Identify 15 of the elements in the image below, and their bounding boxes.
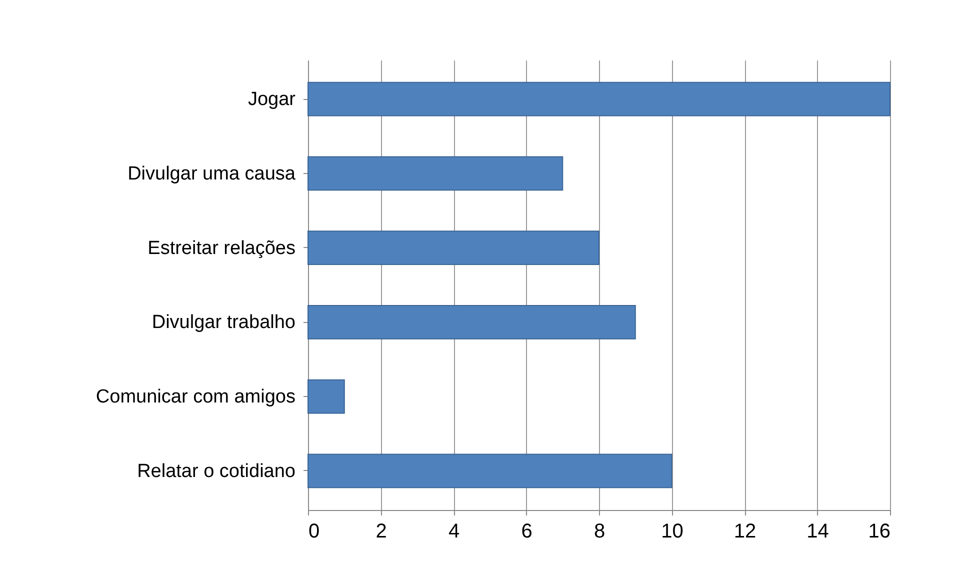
x-tick-label: 2 xyxy=(376,520,387,542)
x-tick-label: 12 xyxy=(734,520,756,542)
y-tick-label: Estreitar relações xyxy=(148,238,296,259)
x-tick-label: 6 xyxy=(521,520,532,542)
x-tick-label: 0 xyxy=(308,520,320,542)
x-tick-label: 8 xyxy=(594,520,606,542)
x-tick-label: 4 xyxy=(448,520,460,542)
x-tick-label: 10 xyxy=(661,520,684,542)
y-tick-label: Divulgar uma causa xyxy=(128,163,296,184)
x-tick-label: 16 xyxy=(868,520,890,542)
x-tick-label: 14 xyxy=(806,520,829,542)
y-tick-label: Comunicar com amigos xyxy=(96,386,296,408)
y-tick-label: Divulgar trabalho xyxy=(152,312,296,334)
y-tick-label: Relatar o cotidiano xyxy=(137,460,296,482)
y-tick-label: Jogar xyxy=(248,89,296,110)
